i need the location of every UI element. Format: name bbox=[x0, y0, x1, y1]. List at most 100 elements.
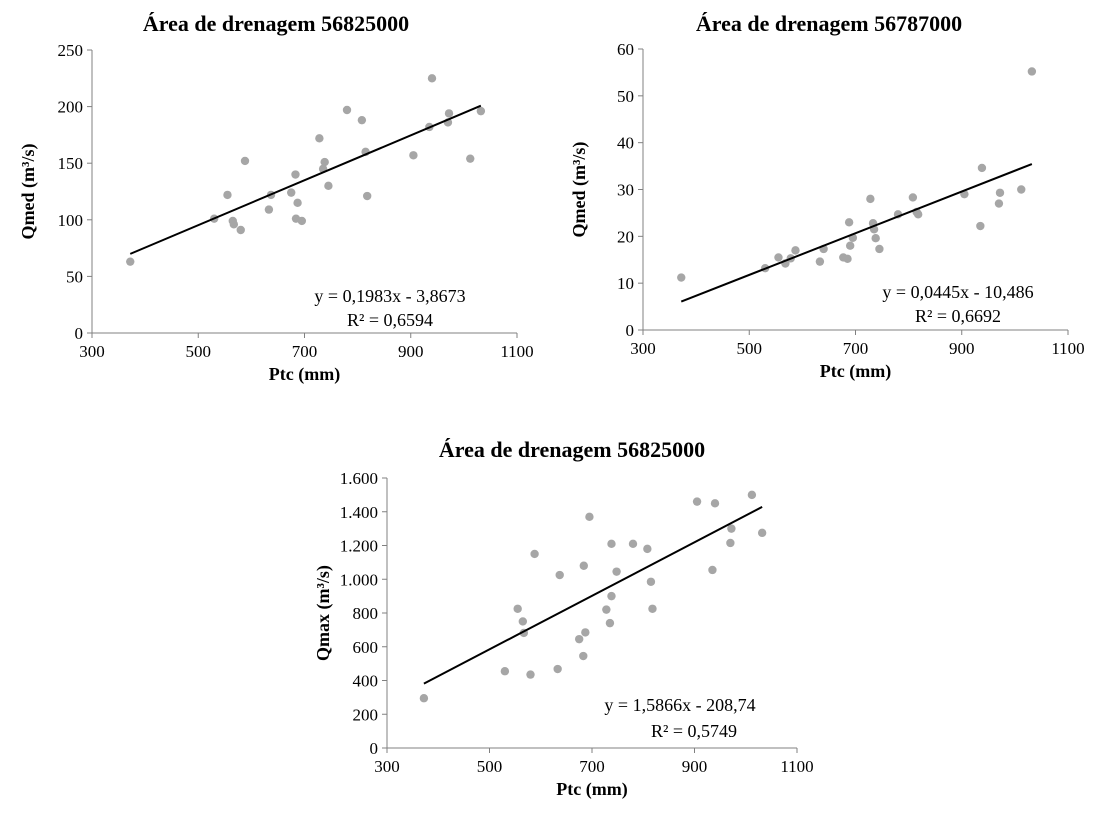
y-tick-label: 50 bbox=[66, 267, 83, 286]
data-point bbox=[976, 221, 985, 231]
x-tick-label: 900 bbox=[682, 757, 708, 776]
y-tick-label: 0 bbox=[370, 739, 379, 758]
data-point bbox=[287, 188, 296, 197]
y-tick-label: 200 bbox=[353, 705, 379, 724]
data-point bbox=[553, 664, 562, 674]
data-point bbox=[815, 257, 825, 266]
x-tick-label: 700 bbox=[292, 342, 318, 361]
chart-title: Área de drenagem 56825000 bbox=[439, 437, 705, 462]
y-tick-label: 60 bbox=[617, 40, 634, 59]
y-tick-label: 50 bbox=[617, 87, 634, 106]
y-tick-label: 200 bbox=[58, 98, 84, 117]
data-point bbox=[1017, 185, 1026, 194]
data-point bbox=[357, 115, 367, 125]
chart-title: Área de drenagem 56787000 bbox=[696, 11, 962, 36]
data-point bbox=[845, 241, 855, 250]
data-point bbox=[612, 567, 621, 576]
x-tick-label: 1100 bbox=[500, 342, 533, 361]
y-tick-label: 800 bbox=[353, 604, 379, 623]
x-tick-label: 500 bbox=[186, 342, 212, 361]
x-tick-label: 700 bbox=[579, 757, 605, 776]
r-squared-label: R² = 0,6692 bbox=[915, 306, 1001, 326]
data-point bbox=[240, 156, 250, 166]
trendline-equation: y = 0,1983x - 3,8673 bbox=[314, 286, 465, 306]
data-point bbox=[995, 188, 1005, 197]
data-point bbox=[994, 199, 1004, 208]
data-point bbox=[677, 273, 686, 282]
data-point bbox=[648, 604, 657, 613]
y-tick-label: 1.000 bbox=[340, 570, 378, 589]
data-point bbox=[844, 218, 854, 227]
data-point bbox=[342, 105, 352, 115]
x-tick-label: 900 bbox=[398, 342, 424, 361]
data-point bbox=[518, 617, 528, 626]
data-point bbox=[843, 254, 852, 264]
data-point bbox=[126, 257, 135, 266]
data-point bbox=[579, 651, 588, 661]
data-point bbox=[866, 194, 875, 204]
data-point bbox=[581, 628, 590, 637]
data-point bbox=[264, 205, 274, 214]
data-point bbox=[466, 154, 475, 163]
data-point bbox=[362, 191, 372, 201]
data-point bbox=[710, 499, 720, 508]
x-axis-label: Ptc (mm) bbox=[820, 361, 891, 382]
data-point bbox=[574, 634, 584, 644]
data-point bbox=[419, 694, 429, 703]
data-point bbox=[628, 539, 638, 549]
x-tick-label: 500 bbox=[477, 757, 503, 776]
data-point bbox=[320, 157, 329, 167]
trendline-equation: y = 1,5866x - 208,74 bbox=[604, 695, 755, 715]
data-point bbox=[476, 106, 486, 116]
data-point bbox=[229, 220, 239, 229]
x-tick-label: 300 bbox=[79, 342, 105, 361]
chart-title: Área de drenagem 56825000 bbox=[143, 11, 409, 36]
y-tick-label: 0 bbox=[626, 321, 635, 340]
data-point bbox=[530, 549, 539, 559]
data-point bbox=[643, 544, 652, 554]
y-tick-label: 400 bbox=[353, 672, 379, 691]
y-tick-label: 1.200 bbox=[340, 537, 378, 556]
data-point bbox=[607, 539, 616, 549]
data-point bbox=[297, 216, 307, 226]
x-tick-label: 300 bbox=[374, 757, 400, 776]
data-point bbox=[692, 497, 702, 506]
x-tick-label: 700 bbox=[843, 339, 869, 358]
data-point bbox=[555, 570, 564, 580]
x-tick-label: 1100 bbox=[1051, 339, 1084, 358]
data-point bbox=[913, 210, 923, 219]
y-tick-label: 20 bbox=[617, 227, 634, 246]
y-tick-label: 150 bbox=[58, 154, 84, 173]
r-squared-label: R² = 0,6594 bbox=[347, 310, 433, 330]
data-point bbox=[791, 246, 800, 255]
r-squared-label: R² = 0,5749 bbox=[651, 721, 737, 741]
data-point bbox=[324, 181, 333, 191]
x-tick-label: 900 bbox=[949, 339, 975, 358]
y-tick-label: 1.600 bbox=[340, 469, 378, 488]
y-axis-label: Qmed (m³/s) bbox=[569, 142, 590, 238]
trendline-equation: y = 0,0445x - 10,486 bbox=[882, 282, 1033, 302]
data-point bbox=[726, 538, 735, 548]
x-tick-label: 500 bbox=[737, 339, 763, 358]
y-tick-label: 30 bbox=[617, 181, 634, 200]
data-point bbox=[513, 604, 522, 613]
y-tick-label: 1.400 bbox=[340, 503, 378, 522]
y-tick-label: 10 bbox=[617, 274, 634, 293]
data-point bbox=[908, 193, 918, 202]
data-point bbox=[727, 524, 736, 533]
data-point bbox=[444, 109, 454, 118]
data-point bbox=[1027, 67, 1037, 76]
y-axis-label: Qmed (m³/s) bbox=[18, 144, 39, 240]
data-point bbox=[871, 234, 880, 243]
data-point bbox=[607, 591, 616, 601]
data-point bbox=[526, 670, 535, 679]
x-tick-label: 300 bbox=[630, 339, 656, 358]
x-axis-label: Ptc (mm) bbox=[556, 779, 627, 800]
trendline bbox=[129, 104, 482, 255]
data-point bbox=[315, 134, 324, 143]
data-point bbox=[708, 565, 717, 575]
data-point bbox=[293, 198, 302, 208]
data-point bbox=[646, 577, 656, 586]
